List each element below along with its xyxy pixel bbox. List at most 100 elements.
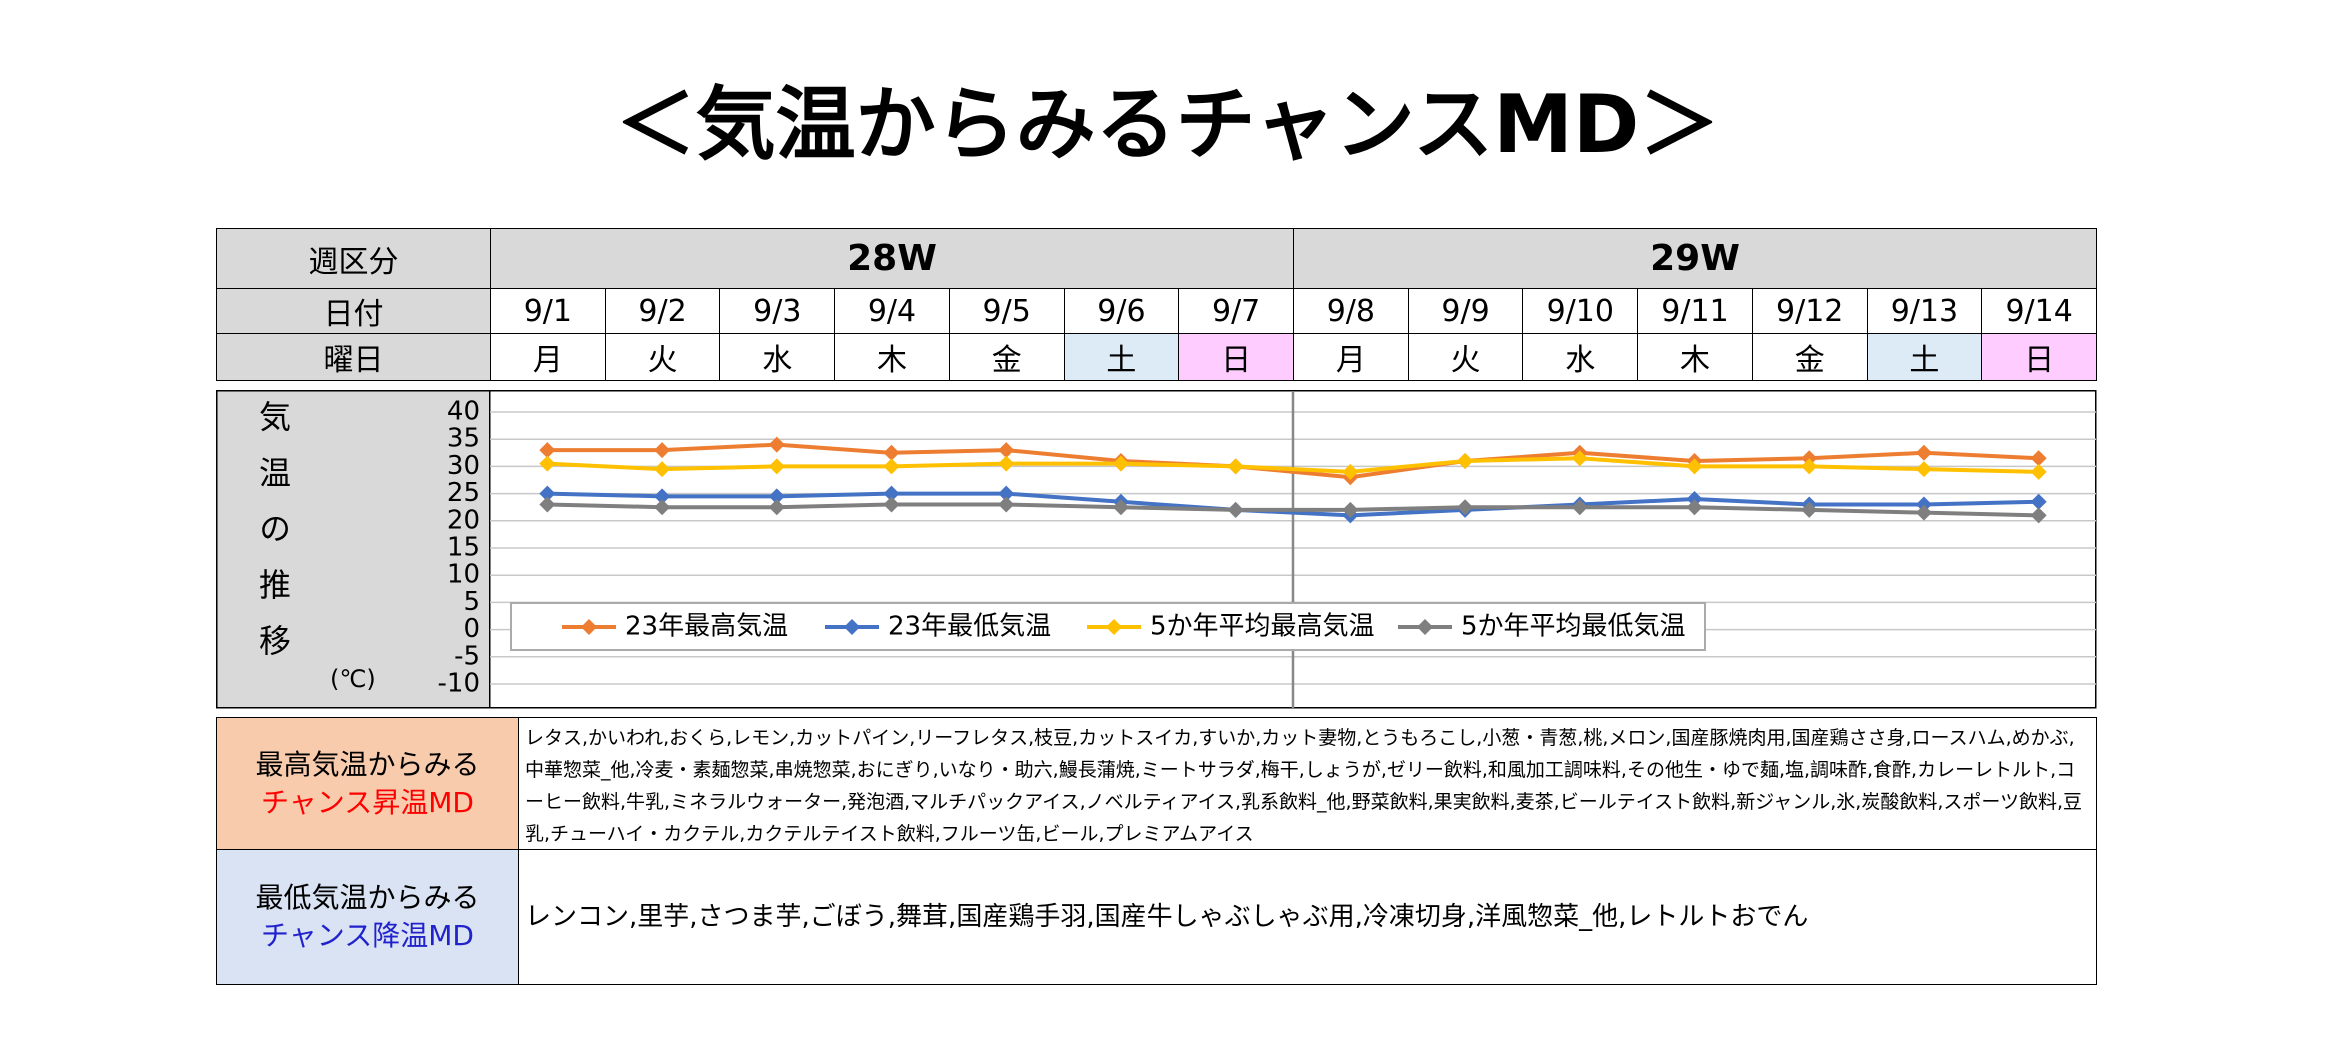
legend-label: 5か年平均最低気温 <box>1461 612 1686 642</box>
point-marker <box>768 499 785 516</box>
point-marker <box>1801 501 1818 518</box>
md-label: 最高気温からみる チャンス昇温MD <box>216 717 519 850</box>
weekday-cell: 木 <box>834 333 950 381</box>
date-cell: 9/14 <box>1981 288 2097 334</box>
point-marker <box>539 485 556 502</box>
point-marker <box>1571 499 1588 516</box>
point-marker <box>654 461 671 478</box>
weekday-cell: 火 <box>604 333 721 381</box>
point-marker <box>2030 493 2047 510</box>
y-tick-label: 35 <box>447 424 480 454</box>
y-tick-label: 25 <box>447 478 480 508</box>
date-cell: 9/7 <box>1178 288 1294 334</box>
date-cell: 9/13 <box>1866 288 1983 334</box>
date-cell: 9/4 <box>834 288 950 334</box>
point-marker <box>1227 501 1244 518</box>
point-marker <box>1227 458 1244 475</box>
weekday-cell: 土 <box>1866 333 1983 381</box>
point-marker <box>2030 450 2047 467</box>
md-label-line: チャンス昇温MD <box>261 785 474 819</box>
weekday-cell: 金 <box>948 333 1065 381</box>
y-tick-label: 10 <box>447 560 480 590</box>
legend-marker <box>844 619 860 635</box>
md-label: 最低気温からみる チャンス降温MD <box>216 849 519 985</box>
weekday-cell: 木 <box>1637 333 1753 381</box>
page-title: ＜気温からみるチャンスMD＞ <box>615 78 1720 171</box>
series-line <box>547 502 2039 518</box>
y-tick-label: 15 <box>447 533 480 563</box>
legend-label: 23年最低気温 <box>888 612 1051 642</box>
point-marker <box>539 442 556 459</box>
md-label-line: 最低気温からみる <box>255 881 480 914</box>
point-marker <box>2030 463 2047 480</box>
date-cell: 9/8 <box>1293 288 1409 334</box>
header-label: 日付 <box>216 288 491 334</box>
weekday-cell: 日 <box>1178 333 1294 381</box>
legend-label: 5か年平均最高気温 <box>1150 612 1375 642</box>
date-cell: 9/11 <box>1637 288 1753 334</box>
point-marker <box>1112 499 1129 516</box>
point-marker <box>998 442 1015 459</box>
point-marker <box>883 444 900 461</box>
week-cell: 29W <box>1293 228 2097 289</box>
y-tick-label: 20 <box>447 505 480 535</box>
md-label-line: チャンス降温MD <box>261 919 474 952</box>
point-marker <box>883 485 900 502</box>
point-marker <box>1686 491 1703 508</box>
date-cell: 9/9 <box>1407 288 1524 334</box>
weekday-cell: 土 <box>1063 333 1180 381</box>
chart-label-area <box>216 390 491 709</box>
point-marker <box>998 485 1015 502</box>
weekday-cell: 月 <box>1293 333 1409 381</box>
point-marker <box>1686 458 1703 475</box>
point-marker <box>768 436 785 453</box>
series-line <box>547 456 2039 474</box>
point-marker <box>998 455 1015 472</box>
y-tick-label: 40 <box>447 397 480 427</box>
md-items: レンコン,里芋,さつま芋,ごぼう,舞茸,国産鶏手羽,国産牛しゃぶしゃぶ用,冷凍切… <box>518 849 2097 985</box>
chart-frame <box>216 390 2097 709</box>
series-line <box>547 491 2039 518</box>
week-cell: 28W <box>490 228 1294 289</box>
header-label: 曜日 <box>216 333 491 381</box>
point-marker <box>883 458 900 475</box>
date-cell: 9/5 <box>948 288 1065 334</box>
point-marker <box>768 488 785 505</box>
weekday-cell: 金 <box>1751 333 1868 381</box>
date-cell: 9/2 <box>604 288 721 334</box>
y-axis-label: 気温の推移 <box>254 400 292 680</box>
date-cell: 9/1 <box>490 288 606 334</box>
date-cell: 9/6 <box>1063 288 1180 334</box>
point-marker <box>1915 496 1932 513</box>
y-tick-label: 0 <box>463 614 480 644</box>
legend-label: 23年最高気温 <box>625 612 788 642</box>
date-cell: 9/12 <box>1751 288 1868 334</box>
point-marker <box>1801 458 1818 475</box>
legend-marker <box>581 619 597 635</box>
point-marker <box>1457 499 1474 516</box>
y-tick-label: -10 <box>438 669 480 699</box>
point-marker <box>883 496 900 513</box>
point-marker <box>768 458 785 475</box>
point-marker <box>1915 444 1932 461</box>
point-marker <box>654 499 671 516</box>
point-marker <box>1915 461 1932 478</box>
weekday-cell: 水 <box>1522 333 1639 381</box>
point-marker <box>1112 455 1129 472</box>
weekday-cell: 火 <box>1407 333 1524 381</box>
point-marker <box>539 455 556 472</box>
date-cell: 9/10 <box>1522 288 1639 334</box>
point-marker <box>654 442 671 459</box>
y-unit: (℃) <box>330 665 376 693</box>
weekday-cell: 月 <box>490 333 606 381</box>
point-marker <box>1342 463 1359 480</box>
legend-marker <box>1417 619 1433 635</box>
date-cell: 9/3 <box>719 288 836 334</box>
point-marker <box>654 488 671 505</box>
legend-marker <box>1106 619 1122 635</box>
series-line <box>547 442 2039 480</box>
weekday-cell: 日 <box>1981 333 2097 381</box>
point-marker <box>1915 504 1932 521</box>
